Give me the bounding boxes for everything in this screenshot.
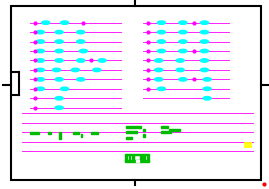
Bar: [59, 137, 61, 139]
Bar: [91, 132, 98, 134]
Ellipse shape: [203, 87, 211, 91]
Ellipse shape: [200, 59, 208, 62]
Ellipse shape: [42, 21, 50, 24]
Bar: [59, 133, 61, 137]
Ellipse shape: [157, 49, 165, 53]
Ellipse shape: [200, 30, 208, 34]
Ellipse shape: [179, 49, 187, 53]
Ellipse shape: [200, 49, 208, 53]
Ellipse shape: [77, 78, 85, 81]
Ellipse shape: [55, 49, 63, 53]
Bar: [126, 137, 132, 139]
Bar: [132, 155, 134, 161]
Ellipse shape: [157, 30, 165, 34]
Bar: [129, 155, 130, 161]
Bar: [143, 155, 145, 161]
Ellipse shape: [55, 30, 63, 34]
Ellipse shape: [200, 21, 208, 24]
Ellipse shape: [36, 49, 44, 53]
Bar: [140, 155, 142, 161]
Bar: [126, 131, 137, 133]
Bar: [59, 132, 61, 133]
Bar: [81, 134, 82, 137]
Ellipse shape: [71, 68, 79, 72]
Ellipse shape: [79, 49, 87, 53]
Ellipse shape: [77, 30, 85, 34]
Ellipse shape: [55, 59, 63, 62]
Ellipse shape: [200, 68, 208, 72]
Ellipse shape: [55, 78, 63, 81]
Bar: [161, 126, 168, 128]
Ellipse shape: [55, 106, 63, 109]
Ellipse shape: [176, 59, 184, 62]
Bar: [126, 126, 141, 128]
Ellipse shape: [77, 40, 85, 43]
Bar: [143, 129, 145, 131]
Bar: [125, 155, 127, 161]
Bar: [147, 155, 149, 161]
Ellipse shape: [157, 87, 165, 91]
Ellipse shape: [157, 40, 165, 43]
Bar: [136, 160, 139, 162]
Ellipse shape: [179, 78, 187, 81]
Ellipse shape: [52, 68, 61, 72]
Bar: [30, 132, 39, 134]
Ellipse shape: [98, 59, 106, 62]
Bar: [125, 154, 149, 155]
Ellipse shape: [36, 87, 44, 91]
Ellipse shape: [200, 40, 208, 43]
Ellipse shape: [155, 59, 163, 62]
Ellipse shape: [179, 40, 187, 43]
Ellipse shape: [203, 78, 211, 81]
Ellipse shape: [36, 59, 44, 62]
Bar: [73, 132, 79, 134]
Ellipse shape: [36, 68, 44, 72]
Bar: [161, 131, 171, 133]
Ellipse shape: [155, 78, 163, 81]
Ellipse shape: [176, 68, 184, 72]
Bar: [143, 134, 145, 137]
Bar: [169, 129, 180, 131]
Ellipse shape: [179, 21, 187, 24]
Ellipse shape: [36, 30, 44, 34]
Ellipse shape: [77, 59, 85, 62]
Ellipse shape: [203, 97, 211, 100]
Ellipse shape: [93, 68, 101, 72]
Ellipse shape: [61, 21, 69, 24]
Ellipse shape: [61, 87, 69, 91]
Ellipse shape: [55, 40, 63, 43]
Ellipse shape: [36, 40, 44, 43]
Ellipse shape: [36, 78, 44, 81]
Bar: [48, 132, 51, 134]
Bar: [125, 160, 149, 162]
Ellipse shape: [157, 21, 165, 24]
Ellipse shape: [179, 30, 187, 34]
Ellipse shape: [155, 68, 163, 72]
Ellipse shape: [55, 97, 63, 100]
